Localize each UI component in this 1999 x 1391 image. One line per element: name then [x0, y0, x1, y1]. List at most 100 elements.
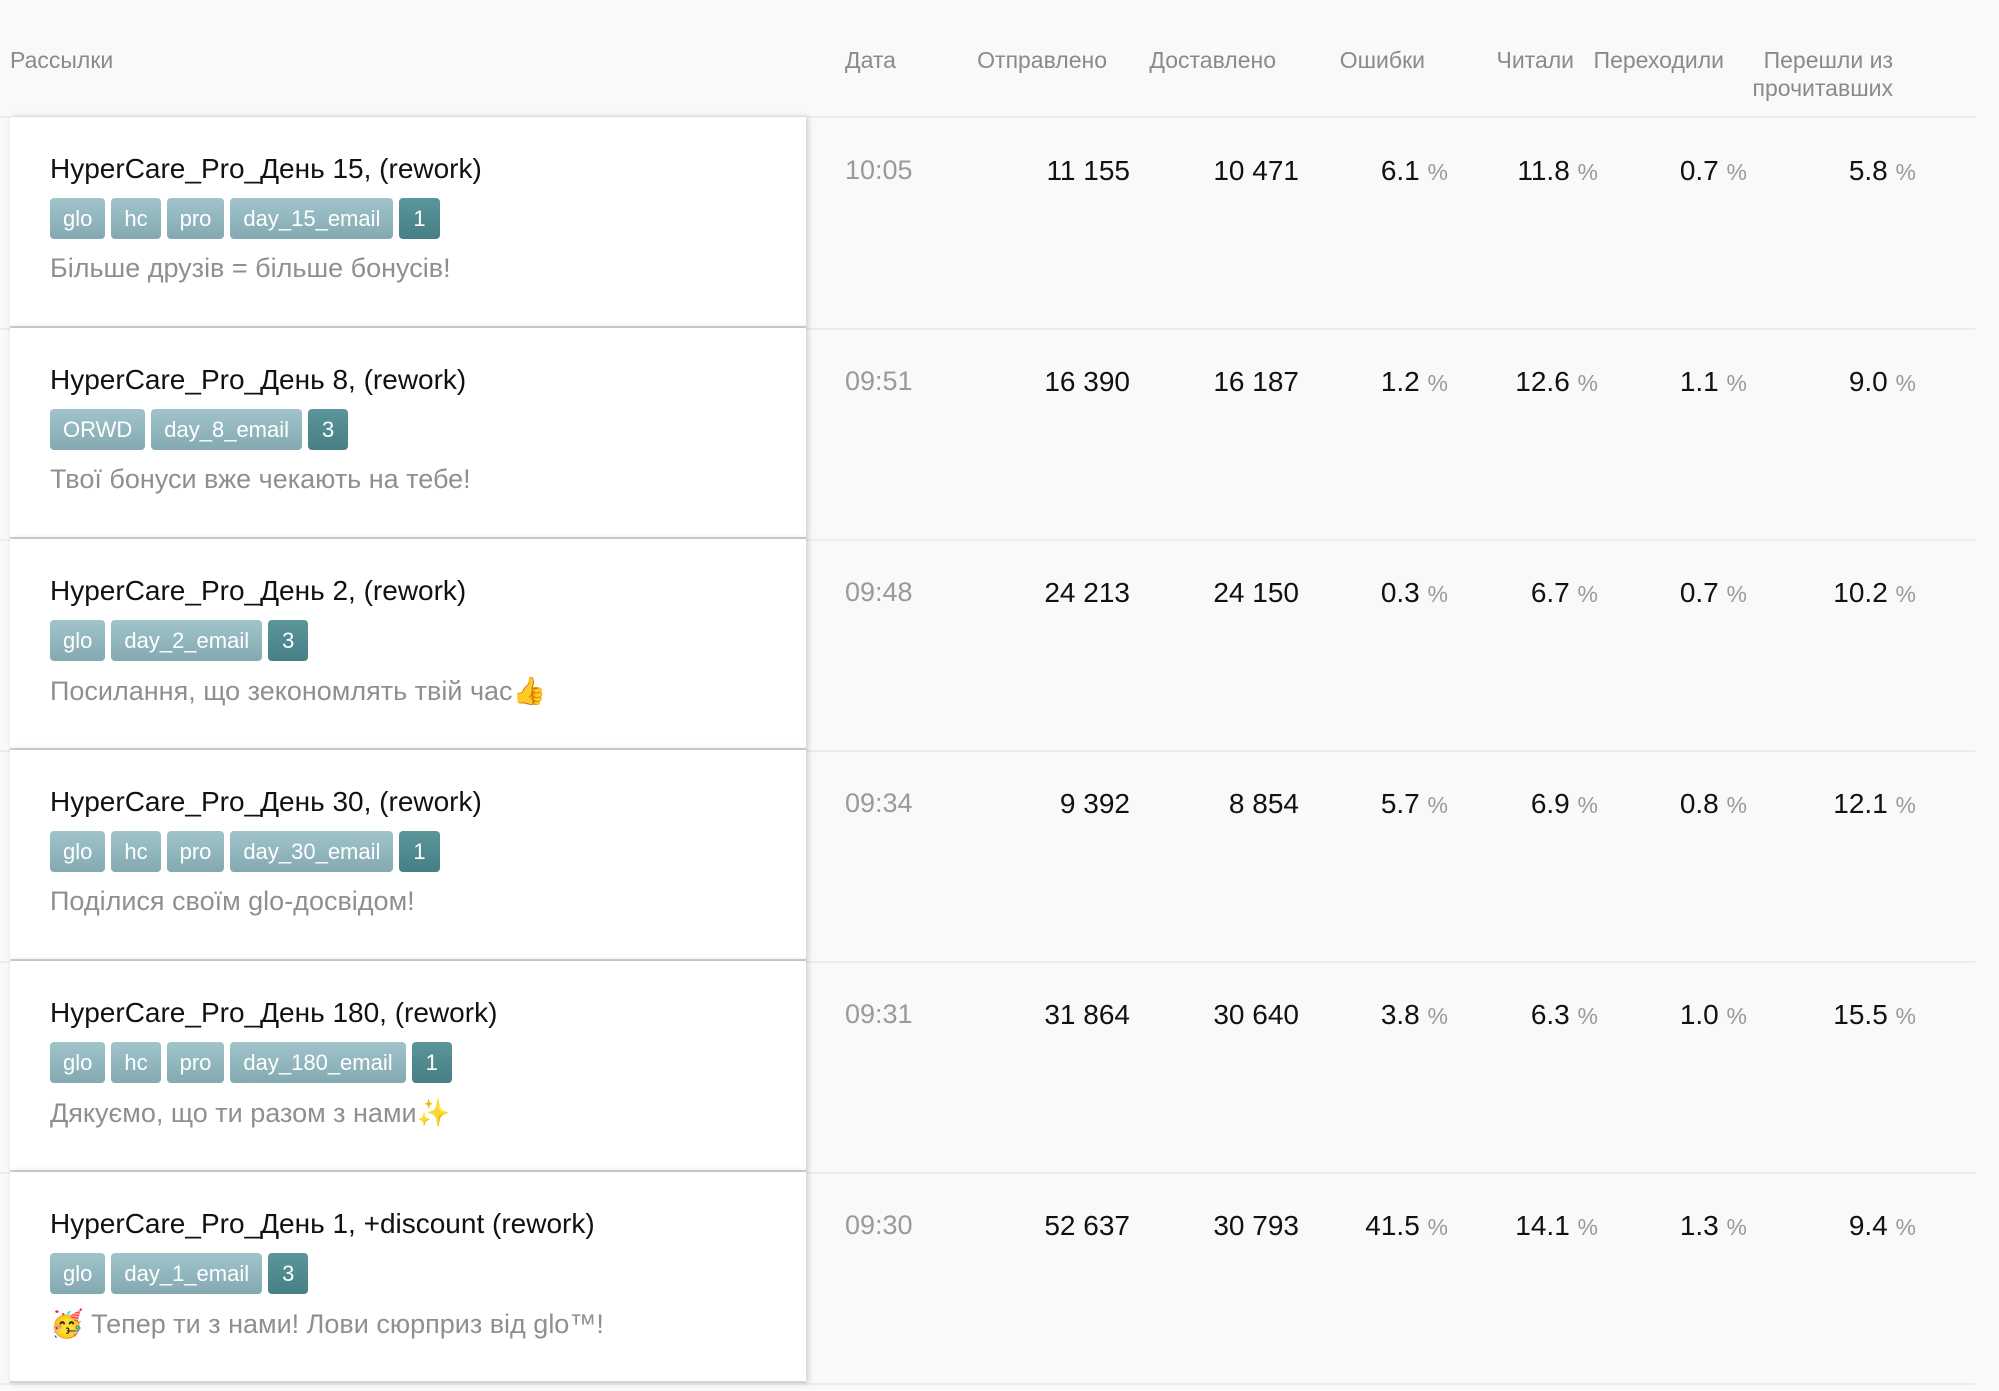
mailing-subject: 🥳 Тепер ти з нами! Лови сюрприз від glo™…	[50, 1309, 604, 1339]
tag[interactable]: day_180_email	[230, 1042, 406, 1083]
tag-count[interactable]: 1	[399, 198, 440, 239]
mailing-title[interactable]: HyperCare_Pro_День 15, (rework)	[50, 153, 482, 184]
tag[interactable]: hc	[111, 198, 161, 239]
cell-sent: 52 637	[930, 1210, 1130, 1242]
header-mailings[interactable]: Рассылки	[10, 47, 114, 73]
mailing-card[interactable]: HyperCare_Pro_День 1, +discount (rework)…	[10, 1172, 806, 1383]
table-row[interactable]: HyperCare_Pro_День 180, (rework) glo hc pr…	[0, 961, 1975, 1174]
value: 9.0	[1848, 366, 1888, 397]
mailing-card[interactable]: HyperCare_Pro_День 8, (rework) ORWD day_8…	[10, 328, 806, 539]
mailing-card[interactable]: HyperCare_Pro_День 30, (rework) glo hc pro…	[10, 750, 806, 961]
table-row[interactable]: HyperCare_Pro_День 2, (rework) glo day_2_…	[0, 539, 1975, 752]
cell-delivered: 24 150	[1099, 577, 1299, 609]
tag[interactable]: pro	[166, 831, 225, 872]
percent-sign: %	[1577, 159, 1598, 185]
percent-sign: %	[1577, 370, 1598, 396]
cell-read: 12.6 %	[1398, 366, 1598, 398]
header-errors[interactable]: Ошибки	[1339, 47, 1425, 73]
cell-delivered: 30 640	[1099, 999, 1299, 1031]
percent-sign: %	[1427, 792, 1448, 818]
cell-clicked: 0.8 %	[1547, 788, 1747, 820]
tag-list: glo hc pro day_30_email 1	[50, 831, 440, 872]
value: 30 793	[1213, 1210, 1299, 1241]
percent-sign: %	[1577, 581, 1598, 607]
tag[interactable]: day_1_email	[111, 1253, 263, 1294]
cell-clicked: 0.7 %	[1547, 155, 1747, 187]
tag[interactable]: glo	[50, 198, 106, 239]
tag[interactable]: pro	[166, 198, 225, 239]
table-row[interactable]: HyperCare_Pro_День 8, (rework) ORWD day_8…	[0, 328, 1975, 541]
percent-sign: %	[1577, 792, 1598, 818]
tag[interactable]: ORWD	[50, 409, 146, 450]
table-row[interactable]: HyperCare_Pro_День 1, +discount (rework)…	[0, 1172, 1975, 1385]
tag[interactable]: day_30_email	[230, 831, 394, 872]
cell-errors: 6.1 %	[1248, 155, 1448, 187]
percent-sign: %	[1577, 1214, 1598, 1240]
tag[interactable]: glo	[50, 1253, 106, 1294]
tag[interactable]: pro	[166, 1042, 225, 1083]
mailing-title[interactable]: HyperCare_Pro_День 8, (rework)	[50, 364, 467, 395]
tag[interactable]: day_2_email	[111, 620, 263, 661]
cell-sent: 9 392	[930, 788, 1130, 820]
tag-count[interactable]: 3	[268, 1253, 309, 1294]
tag[interactable]: hc	[111, 1042, 161, 1083]
value: 0.8	[1679, 788, 1719, 819]
header-clicked-of-read-line1: Перешли из	[1763, 47, 1893, 73]
tag-count[interactable]: 3	[308, 409, 349, 450]
percent-sign: %	[1427, 159, 1448, 185]
mailing-subject: Твої бонуси вже чекають на тебе!	[50, 464, 471, 494]
tag-count[interactable]: 1	[411, 1042, 452, 1083]
header-delivered[interactable]: Доставлено	[1149, 47, 1276, 73]
tag[interactable]: day_15_email	[230, 198, 394, 239]
mailing-time: 10:05	[845, 155, 913, 185]
percent-sign: %	[1726, 1003, 1747, 1029]
value: 16 187	[1213, 366, 1299, 397]
value: 11.8	[1517, 155, 1570, 186]
tag-count[interactable]: 3	[268, 620, 309, 661]
cell-delivered: 8 854	[1099, 788, 1299, 820]
header-clicked-of-read[interactable]: Перешли из прочитавших	[1753, 46, 1893, 102]
cell-sent: 31 864	[930, 999, 1130, 1031]
mailing-time: 09:30	[845, 1210, 913, 1240]
value: 9 392	[1059, 788, 1130, 819]
tag[interactable]: hc	[111, 831, 161, 872]
cell-delivered: 16 187	[1099, 366, 1299, 398]
value: 0.7	[1679, 155, 1719, 186]
mailing-card[interactable]: HyperCare_Pro_День 180, (rework) glo hc pr…	[10, 961, 806, 1172]
header-date[interactable]: Дата	[845, 47, 896, 73]
value: 1.1	[1679, 366, 1719, 397]
tag[interactable]: glo	[50, 1042, 106, 1083]
header-sent[interactable]: Отправлено	[977, 47, 1107, 73]
mailing-title[interactable]: HyperCare_Pro_День 180, (rework)	[50, 997, 498, 1028]
mailing-subject: Посилання, що зекономлять твій час👍	[50, 676, 547, 706]
value: 6.9	[1530, 788, 1570, 819]
percent-sign: %	[1895, 581, 1916, 607]
header-clicked[interactable]: Переходили	[1593, 47, 1724, 73]
value: 6.1	[1380, 155, 1420, 186]
mailing-time: 09:34	[845, 788, 913, 818]
value: 12.6	[1515, 366, 1570, 397]
tag-count[interactable]: 1	[399, 831, 440, 872]
percent-sign: %	[1427, 581, 1448, 607]
tag[interactable]: glo	[50, 831, 106, 872]
header-read[interactable]: Читали	[1496, 47, 1574, 73]
cell-read: 6.3 %	[1398, 999, 1598, 1031]
mailing-time: 09:31	[845, 999, 913, 1029]
tag[interactable]: glo	[50, 620, 106, 661]
table-row[interactable]: HyperCare_Pro_День 30, (rework) glo hc pro…	[0, 750, 1975, 963]
cell-read: 14.1 %	[1398, 1210, 1598, 1242]
percent-sign: %	[1726, 581, 1747, 607]
value: 24 150	[1213, 577, 1299, 608]
tag[interactable]: day_8_email	[151, 409, 303, 450]
value: 10.2	[1833, 577, 1888, 608]
value: 3.8	[1380, 999, 1420, 1030]
mailing-card[interactable]: HyperCare_Pro_День 2, (rework) glo day_2_…	[10, 539, 806, 750]
mailing-card[interactable]: HyperCare_Pro_День 15, (rework) glo hc pro…	[10, 117, 806, 328]
mailing-title[interactable]: HyperCare_Pro_День 30, (rework)	[50, 786, 482, 817]
mailing-title[interactable]: HyperCare_Pro_День 1, +discount (rework)	[50, 1208, 595, 1239]
value: 1.2	[1380, 366, 1420, 397]
table-row[interactable]: HyperCare_Pro_День 15, (rework) glo hc pro…	[0, 117, 1975, 330]
mailing-title[interactable]: HyperCare_Pro_День 2, (rework)	[50, 575, 467, 606]
cell-clicked-of-read: 12.1 %	[1716, 788, 1916, 820]
value: 0.3	[1380, 577, 1420, 608]
